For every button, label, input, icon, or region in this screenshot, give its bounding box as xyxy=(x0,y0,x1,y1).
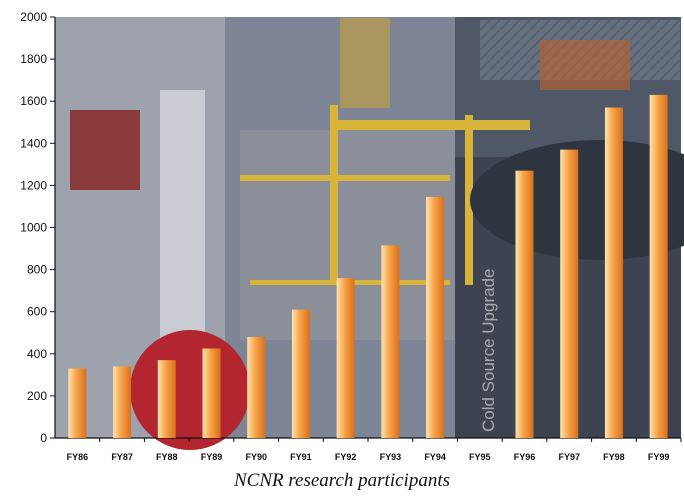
y-tick-label: 1800 xyxy=(20,52,47,66)
bar-fy98 xyxy=(604,107,623,438)
y-ticks: 0 200 400 600 800 1000 1200 1400 1600 1800 2000 xyxy=(20,10,55,445)
bar-fy99 xyxy=(649,94,668,438)
bar-fy90 xyxy=(247,336,266,438)
bars xyxy=(68,94,668,439)
bar-fy97 xyxy=(560,149,579,439)
x-tick-label: FY87 xyxy=(111,452,133,462)
y-tick-label: 400 xyxy=(27,347,47,361)
bar-fy88 xyxy=(157,360,176,438)
y-tick-label: 800 xyxy=(27,263,47,277)
bar-fy94 xyxy=(426,196,445,438)
y-tick-label: 1400 xyxy=(20,136,47,150)
x-tick-label: FY88 xyxy=(156,452,178,462)
x-tick-label: FY92 xyxy=(335,452,357,462)
y-tick-label: 0 xyxy=(40,431,47,445)
y-tick-label: 600 xyxy=(27,305,47,319)
x-tick-labels: FY86 FY87 FY88 FY89 FY90 FY91 FY92 FY93 FY94 FY95… xyxy=(67,438,682,462)
background-photo xyxy=(55,17,684,450)
bar-fy92 xyxy=(336,278,355,438)
x-tick-label: FY89 xyxy=(201,452,223,462)
x-tick-label: FY99 xyxy=(648,452,670,462)
bar-fy91 xyxy=(291,309,310,438)
bar-fy89 xyxy=(202,348,221,438)
y-tick-label: 2000 xyxy=(20,10,47,24)
bar-fy86 xyxy=(68,368,87,438)
figure-caption: NCNR research participants xyxy=(233,470,451,491)
x-tick-label: FY86 xyxy=(67,452,89,462)
x-tick-label: FY97 xyxy=(558,452,580,462)
x-tick-label: FY93 xyxy=(380,452,402,462)
y-tick-label: 1000 xyxy=(20,221,47,235)
bar-fy93 xyxy=(381,245,400,438)
x-tick-label: FY96 xyxy=(514,452,536,462)
x-tick-label: FY91 xyxy=(290,452,312,462)
x-tick-label: FY90 xyxy=(245,452,267,462)
bar-fy96 xyxy=(515,170,534,439)
y-tick-label: 1600 xyxy=(20,94,47,108)
cold-source-upgrade-annotation: Cold Source Upgrade xyxy=(479,269,498,432)
y-tick-label: 200 xyxy=(27,389,47,403)
bar-chart: 0 200 400 600 800 1000 1200 1400 1600 1800 2000 FY… xyxy=(20,10,684,462)
x-tick-label: FY94 xyxy=(424,452,446,462)
bar-fy87 xyxy=(113,366,132,438)
x-tick-label: FY95 xyxy=(469,452,491,462)
x-tick-label: FY98 xyxy=(603,452,625,462)
y-tick-label: 1200 xyxy=(20,178,47,192)
